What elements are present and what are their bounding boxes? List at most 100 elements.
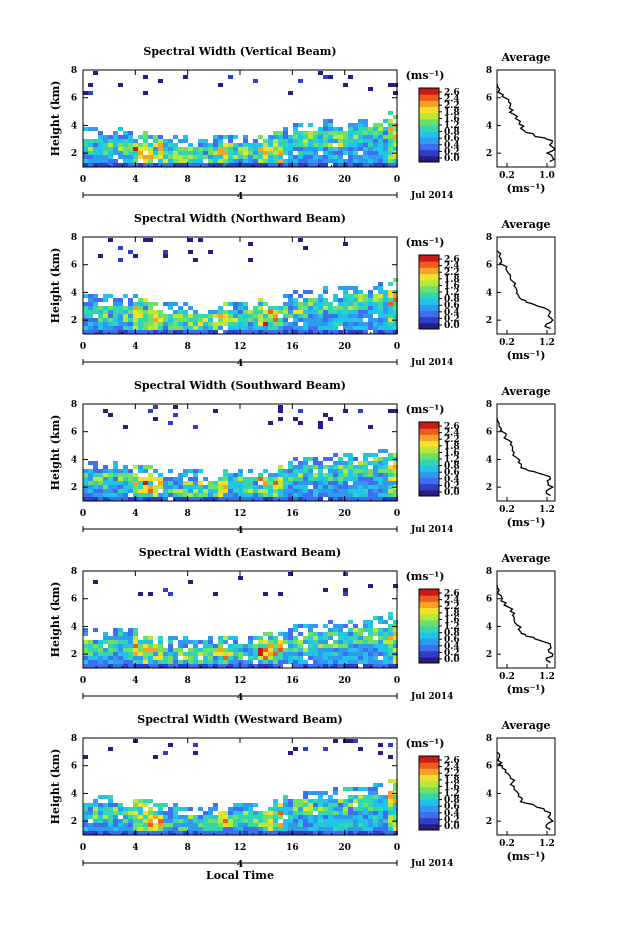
heatmap-cell [388, 819, 393, 823]
heatmap-cell [98, 477, 103, 481]
heatmap-cell [353, 123, 358, 127]
heatmap-cell [173, 155, 178, 159]
heatmap-cell [308, 155, 313, 159]
heatmap-cell [313, 823, 318, 827]
heatmap-cell [388, 111, 393, 115]
heatmap-cell [373, 791, 378, 795]
heatmap-cell [348, 306, 353, 310]
heatmap-cell [218, 815, 223, 819]
heatmap-cell [263, 302, 268, 306]
heatmap-cell [313, 310, 318, 314]
heatmap-cell [188, 469, 193, 473]
heatmap-cell [253, 823, 258, 827]
heatmap-cell [303, 135, 308, 139]
heatmap-cell [363, 310, 368, 314]
heatmap-cell [153, 493, 158, 497]
heatmap-cell [238, 660, 243, 664]
heatmap-cell [133, 652, 138, 656]
heatmap-cell [278, 155, 283, 159]
heatmap-cell [363, 831, 368, 835]
heatmap-cell [338, 302, 343, 306]
heatmap-cell [283, 294, 288, 298]
heatmap-cell [218, 163, 223, 167]
heatmap-cell [293, 660, 298, 664]
heatmap-cell [208, 640, 213, 644]
heatmap-cell [388, 155, 393, 159]
heatmap-cell [108, 322, 113, 326]
heatmap-cell [218, 155, 223, 159]
heatmap-cell [358, 636, 363, 640]
heatmap-cell [198, 660, 203, 664]
heatmap-cell [188, 819, 193, 823]
heatmap-cell [138, 477, 143, 481]
heatmap-cell [173, 827, 178, 831]
heatmap-cell [88, 155, 93, 159]
heatmap-cell [168, 326, 173, 330]
heatmap-cell [338, 652, 343, 656]
heatmap-cell [143, 465, 148, 469]
heatmap-cell [173, 326, 178, 330]
heatmap-cell [208, 147, 213, 151]
heatmap-cell [248, 819, 253, 823]
heatmap-cell [333, 139, 338, 143]
heatmap-cell [238, 648, 243, 652]
heatmap-cell [188, 489, 193, 493]
heatmap-cell [318, 481, 323, 485]
heatmap-cell [123, 493, 128, 497]
heatmap-cell [98, 664, 103, 668]
heatmap-cell [393, 453, 398, 457]
heatmap-cell [138, 799, 143, 803]
heatmap-cell [303, 151, 308, 155]
heatmap-cell [213, 326, 218, 330]
heatmap-cell [368, 477, 373, 481]
heatmap-cell [348, 123, 353, 127]
y-tick-label: 6 [71, 762, 77, 772]
heatmap-cell [393, 127, 398, 131]
day-label: 4 [237, 693, 243, 703]
heatmap-cell [218, 648, 223, 652]
heatmap-cell [348, 294, 353, 298]
heatmap-cell [378, 294, 383, 298]
x-tick-label: 0 [394, 509, 400, 519]
heatmap-cell [293, 807, 298, 811]
heatmap-cell [278, 409, 283, 413]
heatmap-cell [208, 811, 213, 815]
heatmap-cell [143, 485, 148, 489]
colorbar-segment [419, 768, 439, 775]
heatmap-cell [328, 131, 333, 135]
heatmap-cell [368, 326, 373, 330]
x-tick-label: 16 [286, 676, 299, 686]
colorbar-segment [419, 267, 439, 274]
heatmap-cell [253, 481, 258, 485]
heatmap-cell [268, 306, 273, 310]
heatmap-cell [373, 640, 378, 644]
heatmap-cell [213, 652, 218, 656]
heatmap-cell [343, 326, 348, 330]
heatmap-cell [208, 823, 213, 827]
heatmap-cell [258, 326, 263, 330]
heatmap-cell [93, 652, 98, 656]
heatmap-cell [168, 477, 173, 481]
colorbar-tick-label: 2.6 [444, 255, 460, 265]
heatmap-cell [208, 318, 213, 322]
heatmap-cell [373, 159, 378, 163]
heatmap-cell [198, 151, 203, 155]
heatmap-cell [118, 636, 123, 640]
heatmap-cell [338, 636, 343, 640]
heatmap-cell [298, 827, 303, 831]
heatmap-cell [258, 652, 263, 656]
heatmap-cell [193, 425, 198, 429]
heatmap-cell [343, 147, 348, 151]
heatmap-cell [373, 143, 378, 147]
heatmap-cell [333, 318, 338, 322]
day-label: 4 [237, 526, 243, 536]
heatmap-cell [108, 159, 113, 163]
heatmap-cell [158, 139, 163, 143]
heatmap-cell [313, 489, 318, 493]
heatmap-cell [233, 326, 238, 330]
colorbar-tick-label: 0.2 [444, 815, 460, 825]
heatmap-cell [303, 457, 308, 461]
heatmap-cell [213, 831, 218, 835]
heatmap-cell [388, 151, 393, 155]
heatmap-cell [133, 254, 138, 258]
